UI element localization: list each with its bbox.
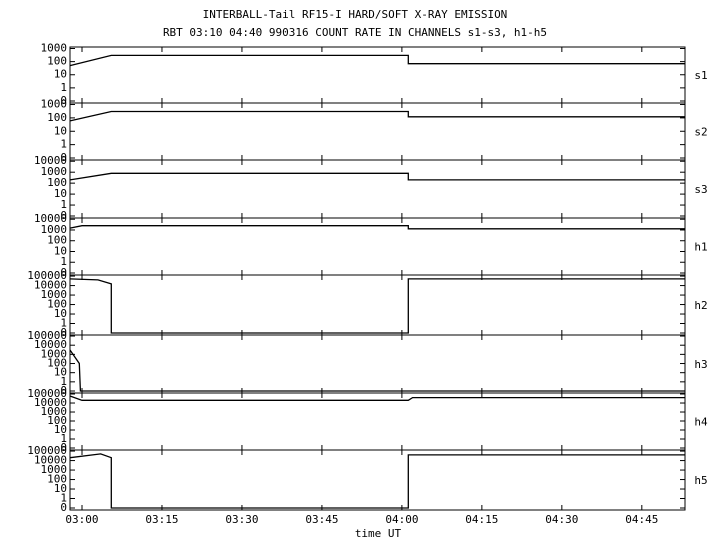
panel-frame: [69, 217, 686, 276]
x-axis-label: time UT: [355, 527, 402, 540]
y-tick-label: 100: [47, 298, 67, 311]
y-tick-label: 10000: [34, 154, 67, 167]
y-tick-label: 1000: [41, 98, 68, 111]
panel-label: h4: [694, 416, 708, 429]
y-tick-label: 1000: [41, 223, 68, 236]
data-line: [69, 453, 685, 509]
y-tick-label: 1: [60, 432, 67, 445]
y-tick-label: 0: [60, 266, 67, 279]
y-tick-label: 10000: [34, 279, 67, 292]
y-tick-label: 100000: [27, 329, 67, 342]
y-tick-label: 0: [60, 209, 67, 222]
y-tick-label: 100: [47, 55, 67, 68]
y-tick-label: 100: [47, 234, 67, 247]
data-line: [69, 278, 685, 334]
y-tick-label: 0: [60, 94, 67, 107]
x-tick-label: 04:45: [625, 513, 658, 526]
panel-label: s3: [694, 183, 707, 196]
panel-frame: [69, 334, 686, 394]
x-tick-label: 04:00: [385, 513, 418, 526]
y-tick-label: 1: [60, 138, 67, 151]
y-tick-label: 0: [60, 151, 67, 164]
panel-label: h1: [694, 241, 707, 254]
y-tick-label: 10: [54, 423, 67, 436]
y-tick-label: 10: [54, 366, 67, 379]
data-line: [69, 54, 685, 67]
y-tick-label: 1000: [41, 41, 68, 54]
y-tick-label: 10: [54, 187, 67, 200]
x-tick-label: 04:30: [545, 513, 578, 526]
panel-label: s1: [694, 69, 707, 82]
panel-frame: [69, 159, 686, 219]
y-tick-label: 10: [54, 307, 67, 320]
y-tick-label: 10000: [34, 454, 67, 467]
x-tick-label: 04:15: [465, 513, 498, 526]
panel-frame: [69, 449, 686, 511]
panel-label: s2: [694, 126, 707, 139]
y-tick-label: 1: [60, 317, 67, 330]
panel-frame: [69, 392, 686, 451]
y-tick-label: 10: [54, 244, 67, 257]
y-tick-label: 0: [60, 501, 67, 514]
data-line: [69, 225, 685, 230]
y-tick-label: 10000: [34, 338, 67, 351]
y-tick-label: 100000: [27, 387, 67, 400]
data-line: [69, 395, 685, 401]
y-tick-label: 0: [60, 384, 67, 397]
y-tick-label: 10: [54, 482, 67, 495]
x-tick-label: 03:15: [145, 513, 178, 526]
data-line: [69, 349, 685, 392]
y-tick-label: 1: [60, 375, 67, 388]
y-tick-label: 1000: [41, 165, 68, 178]
x-tick-label: 03:30: [225, 513, 258, 526]
x-tick-label: 03:45: [305, 513, 338, 526]
y-tick-label: 100000: [27, 269, 67, 282]
panel-frame: [69, 274, 686, 336]
y-tick-label: 10000: [34, 212, 67, 225]
y-tick-label: 100000: [27, 444, 67, 457]
panel-label: h2: [694, 299, 707, 312]
y-tick-label: 1: [60, 198, 67, 211]
y-tick-label: 1000: [41, 405, 68, 418]
y-tick-label: 10: [54, 68, 67, 81]
data-line: [69, 172, 685, 181]
y-tick-label: 1: [60, 81, 67, 94]
y-tick-label: 100: [47, 111, 67, 124]
panel-label: h5: [694, 474, 707, 487]
y-tick-label: 100: [47, 414, 67, 427]
y-tick-label: 0: [60, 326, 67, 339]
y-tick-label: 100: [47, 176, 67, 189]
y-tick-label: 100: [47, 357, 67, 370]
y-tick-label: 0: [60, 441, 67, 454]
y-tick-label: 1: [60, 492, 67, 505]
chart-title: INTERBALL-Tail RF15-I HARD/SOFT X-RAY EM…: [203, 8, 508, 21]
x-tick-label: 03:00: [65, 513, 98, 526]
y-tick-label: 10: [54, 124, 67, 137]
chart-subtitle: RBT 03:10 04:40 990316 COUNT RATE IN CHA…: [163, 26, 547, 39]
y-tick-label: 10000: [34, 396, 67, 409]
y-tick-label: 1: [60, 255, 67, 268]
y-tick-label: 1000: [41, 463, 68, 476]
data-line: [69, 110, 685, 122]
y-tick-label: 1000: [41, 347, 68, 360]
y-tick-label: 1000: [41, 288, 68, 301]
panel-label: h3: [694, 358, 707, 371]
y-tick-label: 100: [47, 473, 67, 486]
